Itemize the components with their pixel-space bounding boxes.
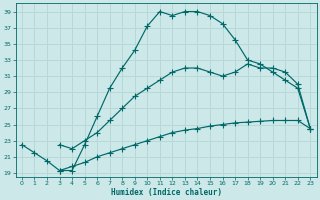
X-axis label: Humidex (Indice chaleur): Humidex (Indice chaleur) [111,188,221,197]
